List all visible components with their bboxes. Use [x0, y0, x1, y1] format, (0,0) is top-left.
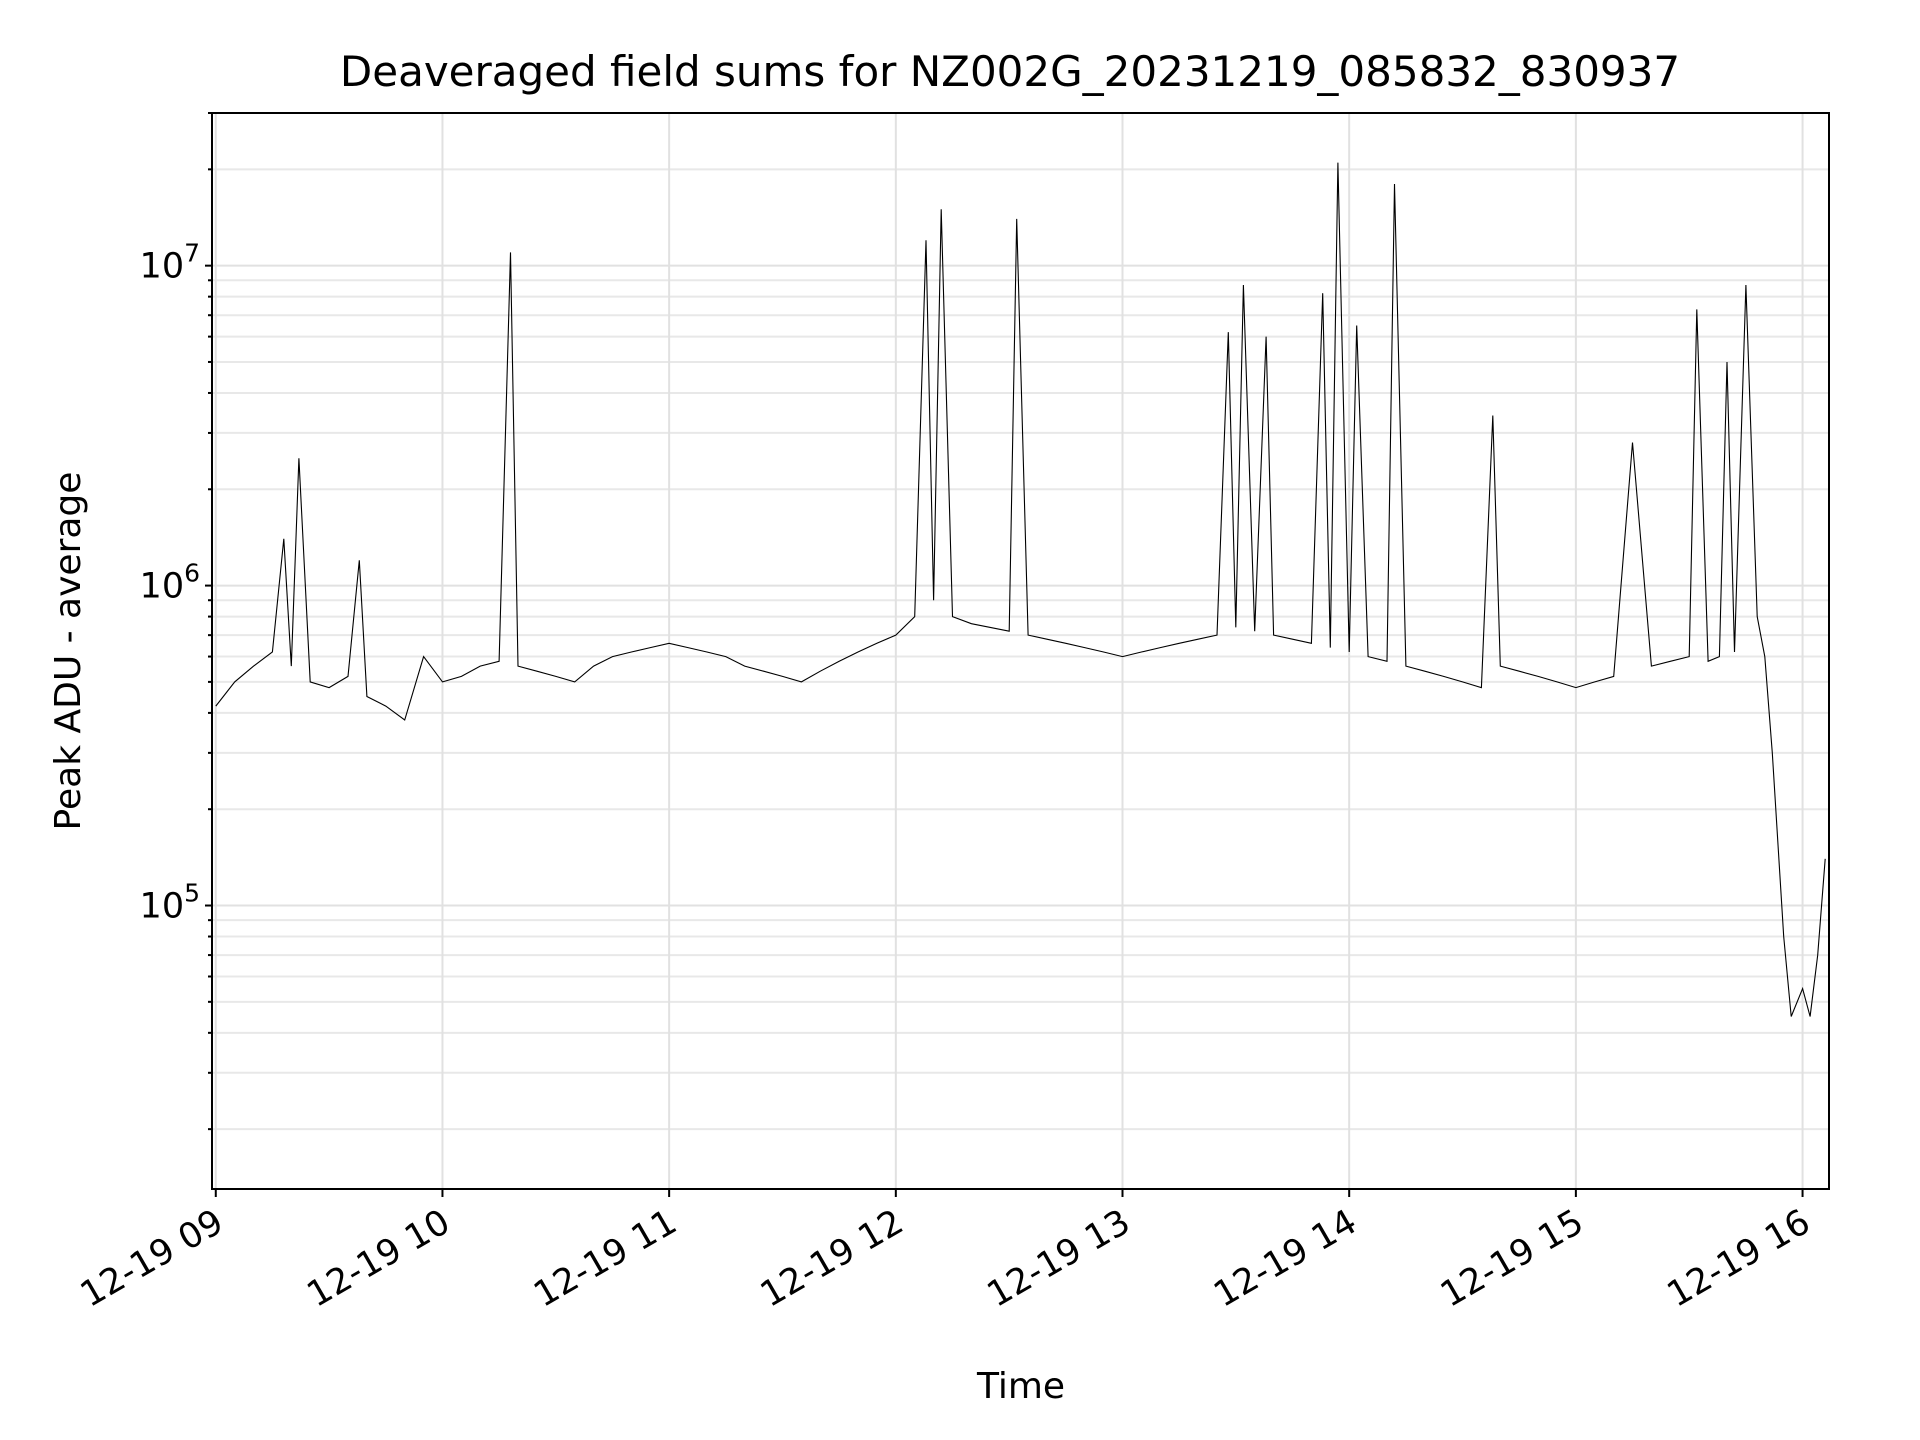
y-tick-label-exponent: 6 [184, 559, 200, 588]
y-axis-label: Peak ADU - average [48, 472, 89, 831]
y-tick-label-base: 10 [140, 567, 185, 607]
series-line [215, 162, 1826, 1017]
y-tick-label-base: 10 [140, 887, 185, 927]
plot-frame [211, 112, 1830, 1190]
y-tick-label-exponent: 7 [184, 239, 200, 268]
y-tick-label: 105 [140, 879, 200, 927]
y-tick-label: 107 [140, 239, 200, 287]
y-tick-label: 106 [140, 559, 200, 607]
chart-title: Deaveraged field sums for NZ002G_2023121… [340, 47, 1680, 96]
x-axis-label: Time [976, 1366, 1065, 1407]
y-tick-label-exponent: 5 [184, 879, 200, 908]
y-tick-label-base: 10 [140, 247, 185, 287]
plot-series [215, 162, 1826, 1017]
